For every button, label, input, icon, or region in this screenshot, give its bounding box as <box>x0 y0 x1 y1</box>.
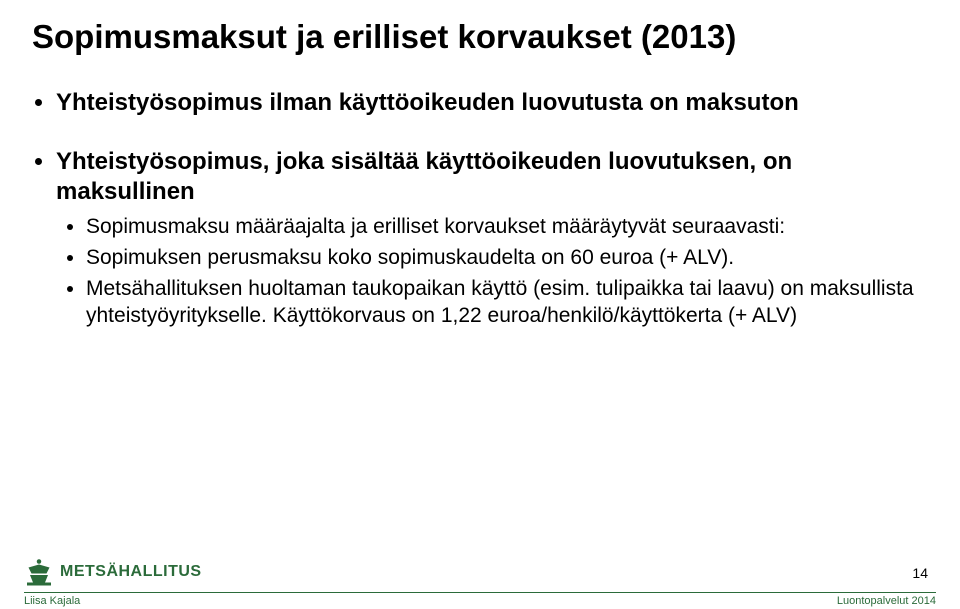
slide: Sopimusmaksut ja erilliset korvaukset (2… <box>0 0 960 609</box>
sub-bullet-1: Sopimusmaksu määräajalta ja erilliset ko… <box>86 214 928 241</box>
footer-meta: Luontopalvelut 2014 <box>837 595 936 607</box>
bullet-list: Yhteistyösopimus ilman käyttöoikeuden lu… <box>32 88 928 330</box>
footer-author: Liisa Kajala <box>24 595 80 607</box>
footer-rule <box>24 592 936 593</box>
crown-icon <box>24 557 54 587</box>
logo-text: METSÄHALLITUS <box>60 563 202 581</box>
footer: METSÄHALLITUS 14 Liisa Kajala Luontopalv… <box>0 537 960 609</box>
page-number: 14 <box>912 565 928 581</box>
sub-bullets: Sopimusmaksu määräajalta ja erilliset ko… <box>86 214 928 330</box>
logo: METSÄHALLITUS <box>24 557 202 587</box>
slide-title: Sopimusmaksut ja erilliset korvaukset (2… <box>32 18 928 56</box>
bullet-1-text: Yhteistyösopimus ilman käyttöoikeuden lu… <box>56 89 799 116</box>
bullet-2-text: Yhteistyösopimus, joka sisältää käyttöoi… <box>56 148 792 206</box>
sub-bullet-2: Sopimuksen perusmaksu koko sopimuskaudel… <box>86 245 928 272</box>
sub-bullet-3: Metsähallituksen huoltaman taukopaikan k… <box>86 276 928 330</box>
bullet-1: Yhteistyösopimus ilman käyttöoikeuden lu… <box>56 88 928 119</box>
bullet-2: Yhteistyösopimus, joka sisältää käyttöoi… <box>56 147 928 330</box>
